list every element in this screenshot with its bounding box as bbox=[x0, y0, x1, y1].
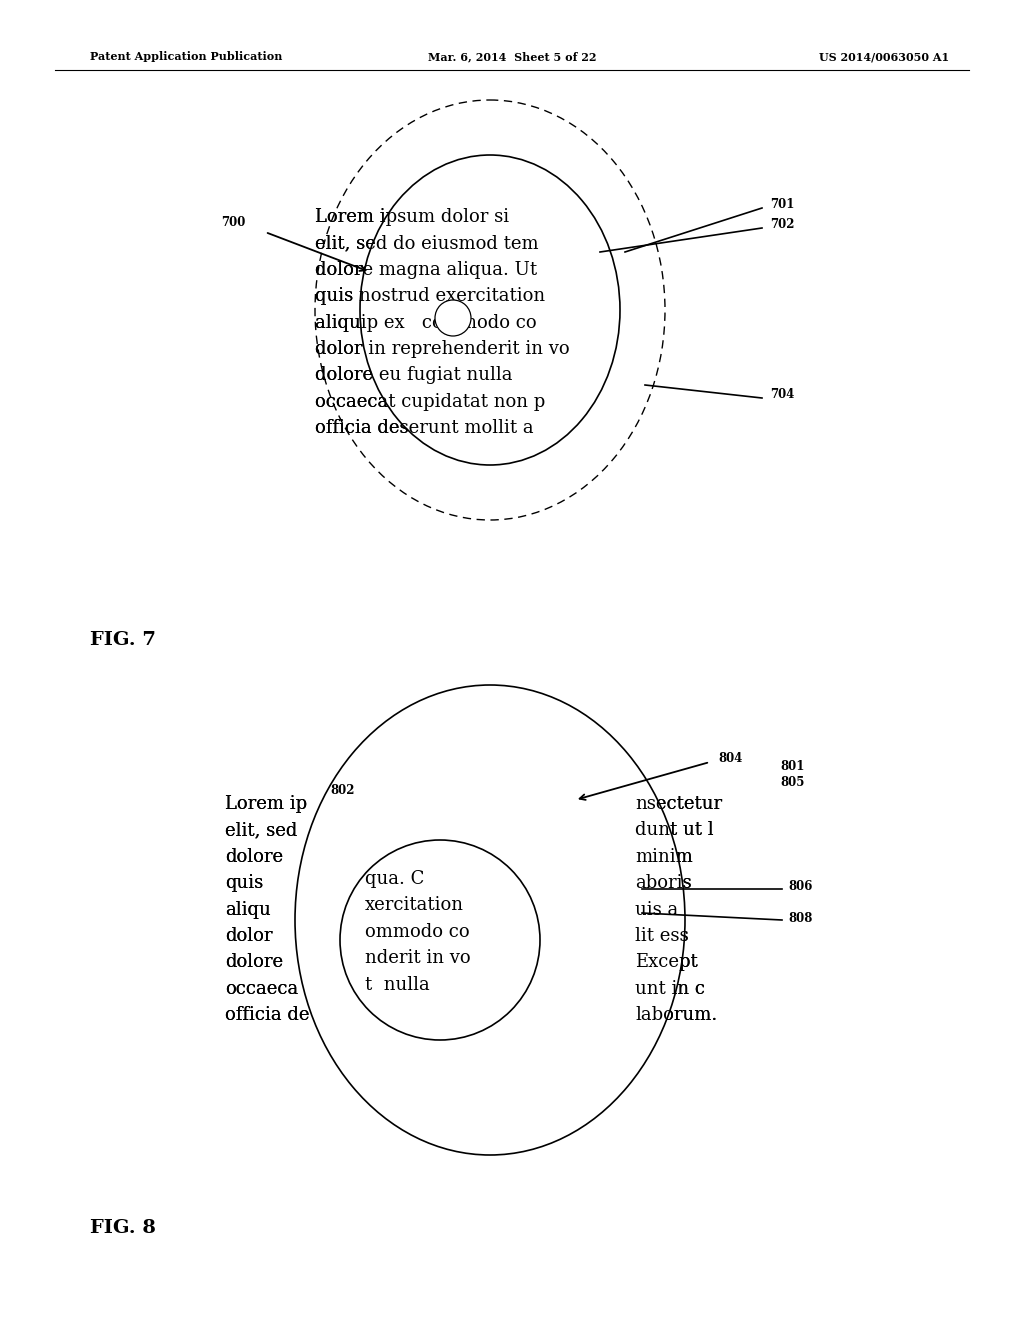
Text: FIG. 8: FIG. 8 bbox=[90, 1218, 156, 1237]
Text: Mar. 6, 2014  Sheet 5 of 22: Mar. 6, 2014 Sheet 5 of 22 bbox=[428, 51, 596, 62]
Circle shape bbox=[340, 840, 540, 1040]
Text: 704: 704 bbox=[770, 388, 795, 401]
Text: Lorem ipsum dolor si
elit, sed do eiusmod tem
dolore magna aliqua. Ut
quis nostr: Lorem ipsum dolor si elit, sed do eiusmo… bbox=[315, 209, 569, 437]
Text: Lorem ip
elit, sed
dolore
quis
aliqu
dolor
dolore
occaeca
officia de: Lorem ip elit, sed dolore quis aliqu dol… bbox=[225, 795, 309, 1024]
Text: 806: 806 bbox=[788, 879, 812, 892]
Text: 701: 701 bbox=[770, 198, 795, 211]
Text: Patent Application Publication: Patent Application Publication bbox=[90, 51, 283, 62]
Text: nsectetur
dunt ut l
minim
aboris
uis a
lit ess
Except
unt in c
laborum.: nsectetur dunt ut l minim aboris uis a l… bbox=[635, 795, 722, 1024]
Text: 808: 808 bbox=[788, 912, 812, 924]
Text: Lorem ip
elit, sed
dolore
quis
aliqu
dolor
dolore
occaeca
officia de: Lorem ip elit, sed dolore quis aliqu dol… bbox=[225, 795, 309, 1024]
Text: US 2014/0063050 A1: US 2014/0063050 A1 bbox=[819, 51, 949, 62]
Text: 805: 805 bbox=[780, 776, 805, 788]
Text: Lorem ipsum dolor si
elit, sed do eiusmod tem
dolore magna aliqua. Ut
quis nostr: Lorem ipsum dolor si elit, sed do eiusmo… bbox=[315, 209, 569, 437]
Text: nsectetur
dunt ut l
minim
aboris
uis a
lit ess
Except
unt in c
laborum.: nsectetur dunt ut l minim aboris uis a l… bbox=[635, 795, 722, 1024]
Ellipse shape bbox=[295, 685, 685, 1155]
Circle shape bbox=[435, 300, 471, 337]
Text: 802: 802 bbox=[330, 784, 354, 796]
Ellipse shape bbox=[360, 154, 620, 465]
Text: 801: 801 bbox=[780, 759, 805, 772]
Text: 702: 702 bbox=[770, 219, 795, 231]
Text: qua. C
xercitation
ommodo co
nderit in vo
t  nulla: qua. C xercitation ommodo co nderit in v… bbox=[365, 870, 471, 994]
Text: 804: 804 bbox=[718, 751, 742, 764]
Text: FIG. 7: FIG. 7 bbox=[90, 631, 156, 649]
Text: 700: 700 bbox=[220, 215, 245, 228]
